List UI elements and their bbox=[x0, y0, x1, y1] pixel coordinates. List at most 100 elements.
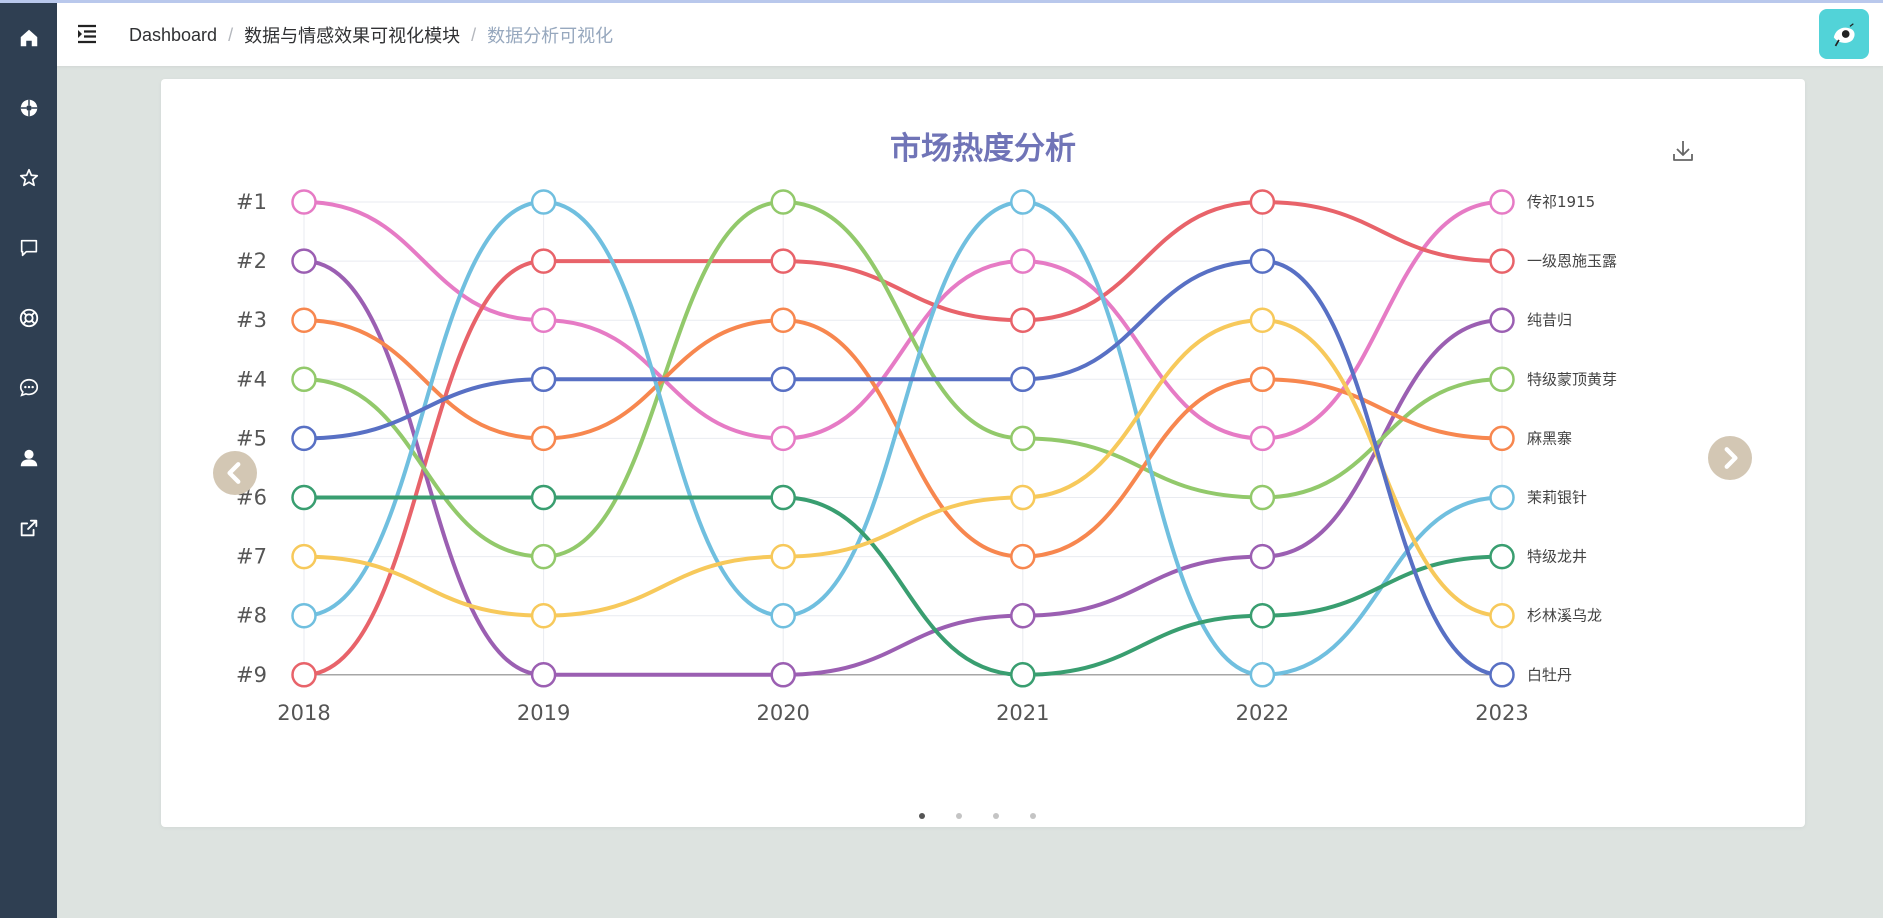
chat-bubble-icon bbox=[19, 378, 38, 397]
data-point bbox=[1489, 425, 1515, 452]
data-point bbox=[1010, 307, 1036, 333]
series-line bbox=[302, 318, 1504, 618]
avatar-icon bbox=[1833, 23, 1855, 47]
data-point bbox=[291, 248, 317, 274]
sidebar-item-chat[interactable] bbox=[10, 369, 47, 406]
chart-card: #1 #2 #3 #4 #5 #6 #7 #8 #9 2018 2019 2020 2021 2022 20… bbox=[161, 79, 1805, 827]
data-point bbox=[291, 602, 317, 629]
y-tick-label: #9 bbox=[236, 663, 267, 687]
sidebar-item-home[interactable] bbox=[10, 19, 47, 56]
sidebar bbox=[0, 0, 57, 918]
x-tick-label: 2020 bbox=[756, 701, 809, 725]
x-tick-label: 2023 bbox=[1475, 701, 1528, 725]
series-end-label: 茉莉银针 bbox=[1527, 489, 1587, 507]
data-point bbox=[1010, 662, 1036, 688]
data-point bbox=[530, 248, 557, 274]
y-tick-label: #4 bbox=[236, 367, 267, 391]
carousel-dot[interactable] bbox=[919, 813, 925, 819]
series-line bbox=[302, 495, 1504, 677]
data-point bbox=[1249, 366, 1276, 393]
series-end-label: 特级蒙顶黄芽 bbox=[1527, 370, 1617, 388]
x-tick-label: 2021 bbox=[996, 701, 1049, 725]
data-point bbox=[1249, 484, 1276, 511]
data-point bbox=[1010, 425, 1036, 452]
data-point bbox=[1249, 189, 1276, 215]
chart-title: 市场热度分析 bbox=[890, 131, 1076, 167]
data-point bbox=[1489, 484, 1515, 511]
series-end-label: 杉林溪乌龙 bbox=[1527, 607, 1602, 625]
carousel-dot[interactable] bbox=[993, 813, 999, 819]
data-point bbox=[1010, 484, 1036, 511]
data-point bbox=[770, 662, 796, 688]
data-point bbox=[770, 543, 796, 570]
data-point bbox=[770, 602, 796, 629]
data-point bbox=[1489, 543, 1515, 570]
data-point bbox=[291, 189, 317, 215]
chevron-right-icon bbox=[1724, 447, 1738, 469]
x-tick-label: 2019 bbox=[517, 701, 570, 725]
data-point bbox=[291, 366, 317, 393]
breadcrumb-module[interactable]: 数据与情感效果可视化模块 bbox=[244, 26, 461, 46]
data-point bbox=[1010, 543, 1036, 570]
sidebar-item-compass[interactable] bbox=[10, 89, 47, 126]
x-tick-label: 2022 bbox=[1236, 701, 1289, 725]
series-end-label: 白牡丹 bbox=[1527, 666, 1572, 684]
carousel-dot[interactable] bbox=[1030, 813, 1036, 819]
breadcrumb: Dashboard / 数据与情感效果可视化模块 / 数据分析可视化 bbox=[129, 22, 613, 48]
data-point bbox=[530, 366, 557, 393]
y-tick-label: #2 bbox=[236, 249, 267, 273]
breadcrumb-separator: / bbox=[471, 24, 477, 45]
home-icon bbox=[20, 29, 37, 46]
data-point bbox=[1249, 543, 1276, 570]
series-line bbox=[302, 199, 1504, 677]
breadcrumb-current: 数据分析可视化 bbox=[487, 26, 614, 46]
data-point bbox=[1249, 662, 1276, 688]
data-point bbox=[1010, 189, 1036, 215]
external-link-icon bbox=[20, 519, 37, 536]
carousel-indicators bbox=[919, 813, 1036, 819]
compass-icon bbox=[20, 99, 37, 116]
download-button[interactable] bbox=[1669, 137, 1697, 165]
avatar[interactable] bbox=[1819, 9, 1869, 59]
series-end-label: 一级恩施玉露 bbox=[1527, 252, 1617, 270]
series-line bbox=[302, 200, 1504, 441]
data-point bbox=[291, 307, 317, 333]
data-point bbox=[530, 543, 557, 570]
series-line bbox=[302, 259, 1504, 677]
star-icon bbox=[19, 168, 38, 186]
carousel-prev-button[interactable] bbox=[213, 451, 257, 495]
series-line bbox=[302, 199, 1504, 559]
lifebuoy-icon bbox=[19, 308, 38, 327]
data-point bbox=[770, 248, 796, 274]
sidebar-item-favorites[interactable] bbox=[10, 159, 47, 196]
message-icon bbox=[20, 239, 37, 256]
data-point bbox=[530, 662, 557, 688]
data-point bbox=[770, 484, 796, 511]
menu-toggle-button[interactable] bbox=[75, 22, 99, 46]
carousel-dot[interactable] bbox=[956, 813, 962, 819]
sidebar-item-profile[interactable] bbox=[10, 439, 47, 476]
series-end-label: 特级龙井 bbox=[1527, 548, 1587, 566]
y-tick-label: #5 bbox=[236, 426, 267, 450]
carousel-next-button[interactable] bbox=[1708, 436, 1752, 480]
data-point bbox=[770, 307, 796, 333]
user-icon bbox=[20, 449, 37, 466]
data-point bbox=[1249, 307, 1276, 333]
top-accent-line bbox=[0, 0, 1883, 3]
data-point bbox=[1489, 189, 1515, 215]
sidebar-item-messages[interactable] bbox=[10, 229, 47, 266]
series-lines bbox=[302, 199, 1504, 677]
sidebar-item-support[interactable] bbox=[10, 299, 47, 336]
chevron-left-icon bbox=[227, 462, 241, 484]
series-line bbox=[302, 259, 1504, 677]
y-tick-label: #3 bbox=[236, 308, 267, 332]
data-point bbox=[770, 366, 796, 393]
series-markers bbox=[291, 189, 1515, 688]
breadcrumb-dashboard[interactable]: Dashboard bbox=[129, 24, 218, 45]
data-point bbox=[1010, 602, 1036, 629]
top-header: Dashboard / 数据与情感效果可视化模块 / 数据分析可视化 bbox=[57, 3, 1883, 66]
x-tick-label: 2018 bbox=[277, 701, 330, 725]
download-icon bbox=[1673, 141, 1693, 161]
sidebar-item-external[interactable] bbox=[10, 509, 47, 546]
